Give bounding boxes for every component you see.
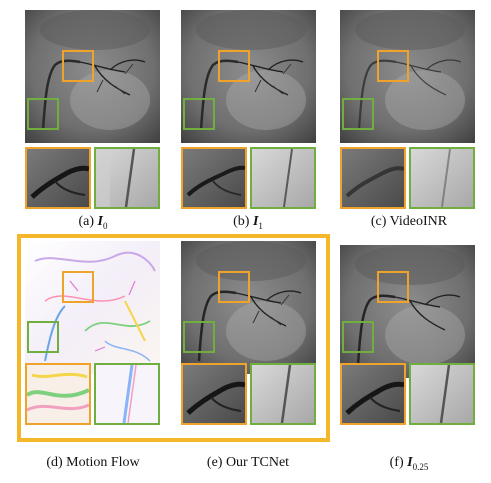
angiogram-image	[340, 10, 475, 143]
zoom-crop-orange	[340, 363, 406, 425]
zoom-region-orange	[218, 271, 250, 303]
zoom-crop-orange	[181, 363, 247, 425]
zoom-crop-green	[94, 147, 160, 209]
zoom-region-green	[342, 321, 374, 353]
zoom-crop-green	[250, 147, 316, 209]
zoom-region-green	[183, 98, 215, 130]
highlight-frame	[17, 234, 330, 442]
caption-f: (f) I0.25	[389, 455, 429, 472]
caption-b: (b) I1	[233, 214, 263, 231]
zoom-crop-green	[94, 363, 160, 425]
zoom-region-orange	[62, 271, 94, 303]
zoom-region-orange	[377, 50, 409, 82]
zoom-crop-green	[250, 363, 316, 425]
zoom-crop-orange	[25, 363, 91, 425]
caption-e: (e) Our TCNet	[206, 455, 290, 470]
angiogram-image	[181, 241, 316, 374]
zoom-region-green	[27, 321, 59, 353]
zoom-crop-orange	[340, 147, 406, 209]
caption-d: (d) Motion Flow	[46, 455, 140, 470]
zoom-region-green	[27, 98, 59, 130]
zoom-region-orange	[62, 50, 94, 82]
zoom-region-orange	[218, 50, 250, 82]
caption-a: (a) I0	[78, 214, 108, 231]
motion-flow-image	[25, 241, 160, 374]
zoom-region-green	[183, 321, 215, 353]
zoom-region-orange	[377, 271, 409, 303]
angiogram-image	[340, 245, 475, 378]
angiogram-image	[25, 10, 160, 143]
caption-c: (c) VideoINR	[370, 214, 448, 229]
zoom-crop-orange	[25, 147, 91, 209]
zoom-crop-green	[409, 147, 475, 209]
zoom-crop-green	[409, 363, 475, 425]
zoom-region-green	[342, 98, 374, 130]
zoom-crop-orange	[181, 147, 247, 209]
